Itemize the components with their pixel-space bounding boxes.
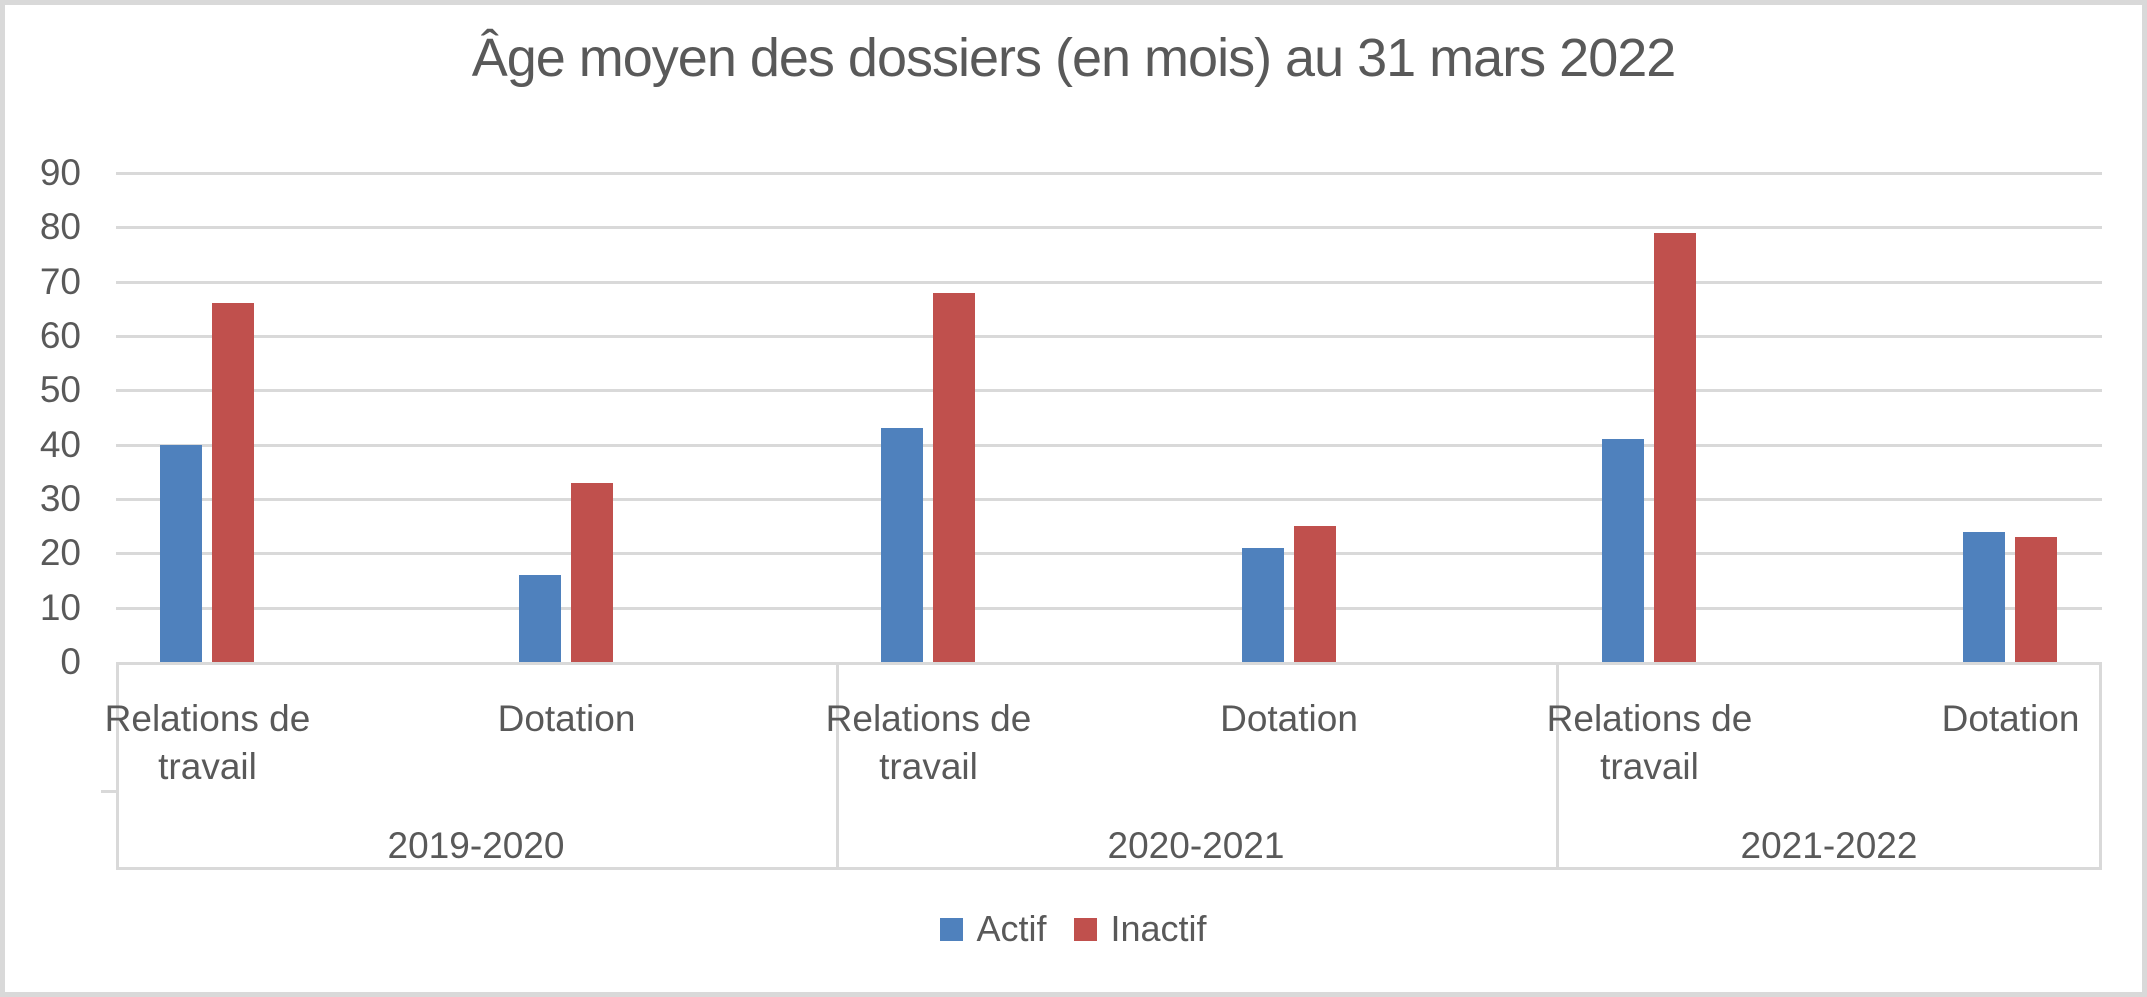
chart-legend: Actif Inactif <box>5 908 2142 950</box>
y-axis-tick-label: 10 <box>39 587 81 628</box>
bar-actif <box>1963 532 2005 662</box>
y-axis-tick-label: 40 <box>39 424 81 465</box>
bar-actif <box>1241 548 1284 662</box>
bar-inactif <box>571 483 613 662</box>
year-label: 2019-2020 <box>387 825 565 866</box>
bar-actif <box>1602 439 1644 662</box>
gridline <box>116 444 2102 447</box>
y-axis-tick-label: 80 <box>39 206 81 247</box>
subcategory-label: Relations de travail <box>104 698 311 787</box>
gridline <box>116 281 2102 284</box>
year-label: 2020-2021 <box>1107 825 1285 866</box>
legend-item-actif: Actif <box>940 908 1046 950</box>
bar-actif <box>519 575 561 662</box>
gridline <box>116 607 2102 610</box>
gridline <box>116 552 2102 555</box>
legend-swatch-inactif <box>1074 917 1098 941</box>
bar-inactif <box>1293 526 1336 662</box>
y-axis-tick-label: 20 <box>39 532 81 573</box>
legend-label: Inactif <box>1110 908 1207 949</box>
bar-actif <box>881 428 923 662</box>
year-label: 2021-2022 <box>1740 825 1918 866</box>
bar-chart: Âge moyen des dossiers (en mois) au 31 m… <box>5 5 2142 992</box>
y-axis-tick-label: 50 <box>39 369 81 410</box>
subcategory-label: Dotation <box>1220 698 1358 739</box>
bar-actif <box>160 445 202 662</box>
group-separator <box>1556 662 1559 870</box>
legend-label: Actif <box>976 908 1047 949</box>
y-axis-tick-label: 30 <box>39 478 81 519</box>
group-separator <box>836 662 839 870</box>
subcategory-label: Relations de travail <box>825 698 1032 787</box>
legend-item-inactif: Inactif <box>1074 908 1207 950</box>
bar-inactif <box>1654 233 1696 662</box>
subcategory-label: Relations de travail <box>1546 698 1753 787</box>
bar-inactif <box>933 293 975 662</box>
gridline <box>116 389 2102 392</box>
subcategory-label: Dotation <box>1941 698 2080 739</box>
y-axis-tick-label: 90 <box>39 152 81 193</box>
gridline <box>116 498 2102 501</box>
bar-inactif <box>212 303 254 662</box>
axis-row-tick <box>101 790 116 793</box>
category-axis-box <box>116 662 2102 870</box>
y-axis-tick-label: 60 <box>39 315 81 356</box>
bar-inactif <box>2015 537 2057 662</box>
legend-swatch-actif <box>940 917 964 941</box>
gridline <box>116 335 2102 338</box>
y-axis-tick-label: 70 <box>39 261 81 302</box>
y-axis-tick-label: 0 <box>60 641 81 682</box>
chart-title: Âge moyen des dossiers (en mois) au 31 m… <box>471 28 1677 88</box>
subcategory-label: Dotation <box>497 698 636 739</box>
gridline <box>116 172 2102 175</box>
gridline <box>116 226 2102 229</box>
